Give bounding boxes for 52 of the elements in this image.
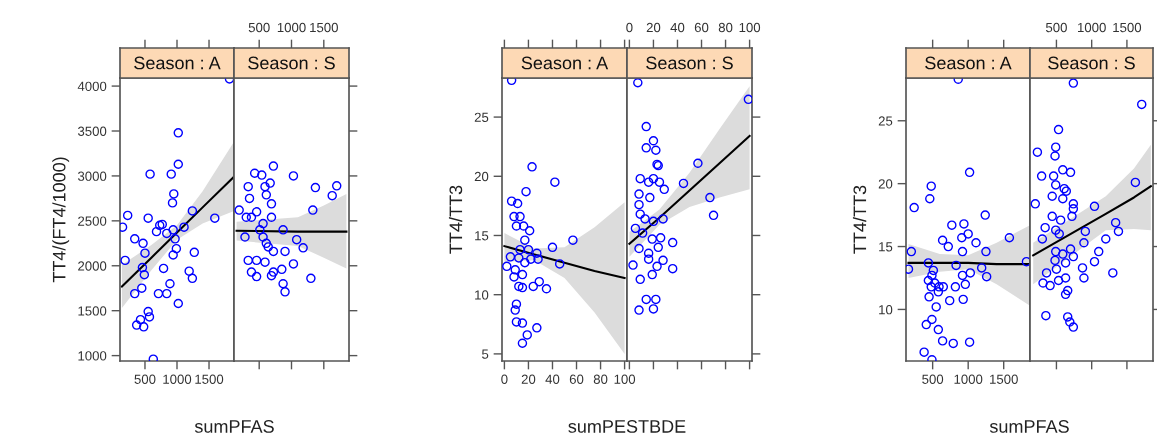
x-tick-label: 100: [739, 22, 761, 33]
y-tick-label: 5: [482, 349, 489, 359]
chart-title: Season : A: [925, 56, 1012, 70]
x-tick-label: 1000: [277, 22, 306, 33]
x-tick-label: 500: [134, 374, 156, 384]
x-tick-label: 80: [593, 374, 608, 384]
y-tick-label: 15: [879, 242, 893, 252]
y-tick-label: 1500: [78, 306, 107, 316]
x-tick-label: 60: [694, 22, 709, 33]
x-tick-label: 1000: [954, 374, 983, 384]
x-tick-label: 1500: [310, 22, 338, 33]
x-tick-label: 1000: [1078, 22, 1106, 33]
y-tick-label: 3500: [77, 126, 107, 136]
x-tick-label: 80: [718, 22, 733, 33]
x-tick-label: 0: [501, 374, 508, 384]
x-axis-title: sumPESTBDE: [568, 420, 686, 433]
x-tick-label: 500: [248, 22, 270, 33]
x-tick-label: 40: [670, 22, 685, 33]
x-tick-label: 20: [521, 374, 536, 384]
x-tick-label: 1500: [1113, 22, 1142, 33]
x-axis-title: sumPFAS: [194, 420, 274, 433]
y-axis-title: TT4/(FT4/1000): [52, 157, 70, 283]
chart-title: Season : S: [1048, 56, 1135, 70]
chart-title: Season : A: [134, 56, 221, 70]
y-tick-label: 4000: [77, 81, 107, 91]
x-tick-label: 1000: [163, 374, 192, 384]
x-tick-label: 1500: [990, 374, 1018, 384]
y-tick-label: 3000: [77, 171, 107, 181]
x-tick-label: 20: [646, 22, 661, 33]
chart-title: Season : S: [646, 56, 733, 70]
y-tick-label: 20: [474, 171, 489, 182]
y-tick-label: 1000: [78, 351, 107, 361]
x-tick-label: 500: [1045, 22, 1067, 33]
x-tick-label: 1500: [195, 374, 224, 384]
x-tick-label: 500: [922, 374, 944, 384]
y-tick-label: 10: [879, 305, 893, 315]
y-tick-label: 25: [878, 116, 893, 126]
x-tick-label: 60: [569, 374, 584, 384]
y-tick-label: 2000: [78, 261, 107, 271]
y-tick-label: 2500: [78, 216, 107, 226]
y-axis-title: TT4/TT3: [448, 185, 463, 254]
y-tick-label: 10: [475, 290, 489, 300]
y-tick-label: 20: [878, 179, 893, 189]
x-axis-title: sumPFAS: [989, 420, 1069, 433]
chart-title: Season : S: [248, 56, 335, 70]
y-tick-label: 25: [474, 112, 489, 122]
x-tick-label: 40: [545, 374, 560, 384]
y-axis-title: TT4/TT3: [852, 185, 867, 254]
chart-title: Season : A: [521, 56, 609, 70]
x-tick-label: 0: [626, 22, 633, 33]
x-tick-label: 100: [614, 374, 636, 384]
y-tick-label: 15: [475, 231, 489, 241]
